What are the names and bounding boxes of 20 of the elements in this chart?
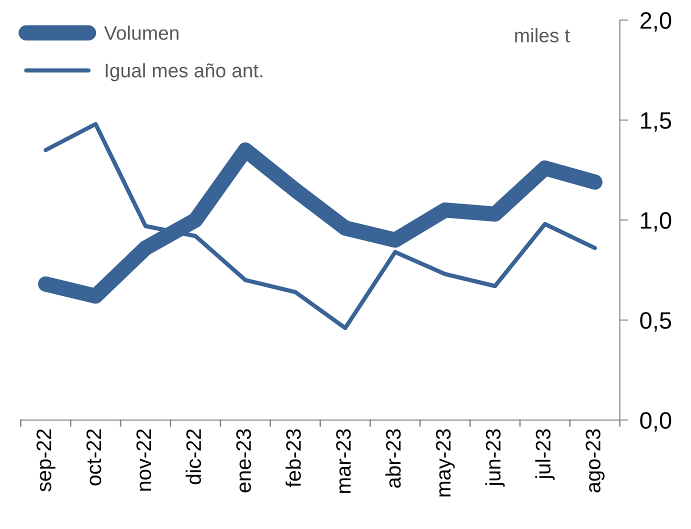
x-tick-label: oct-22 (86, 429, 102, 486)
y-tick-label: 1,0 (641, 212, 672, 232)
x-tick-label: nov-22 (136, 429, 152, 491)
y-axis-title: miles t (515, 28, 570, 42)
x-tick-label: sep-22 (36, 429, 56, 492)
x-tick-label: mar-23 (336, 429, 351, 493)
x-tick-label: ago-23 (586, 429, 605, 492)
legend-label: Igual mes año ant. (106, 63, 262, 82)
x-tick-label: ene-23 (236, 429, 251, 492)
y-tick-label: 0,0 (640, 412, 672, 432)
y-tick-label: 2,0 (640, 12, 672, 32)
x-tick-label: jul-23 (535, 429, 555, 480)
y-tick-label: 1,5 (641, 112, 672, 132)
legend-label: Volumen (104, 26, 178, 40)
x-tick-label: dic-22 (186, 429, 202, 484)
x-tick-label: feb-23 (286, 429, 301, 488)
y-tick-label: 0,5 (640, 312, 672, 332)
x-tick-label: jun-23 (485, 429, 505, 487)
x-tick-label: abr-23 (385, 429, 401, 488)
x-tick-label: may-23 (436, 429, 455, 496)
